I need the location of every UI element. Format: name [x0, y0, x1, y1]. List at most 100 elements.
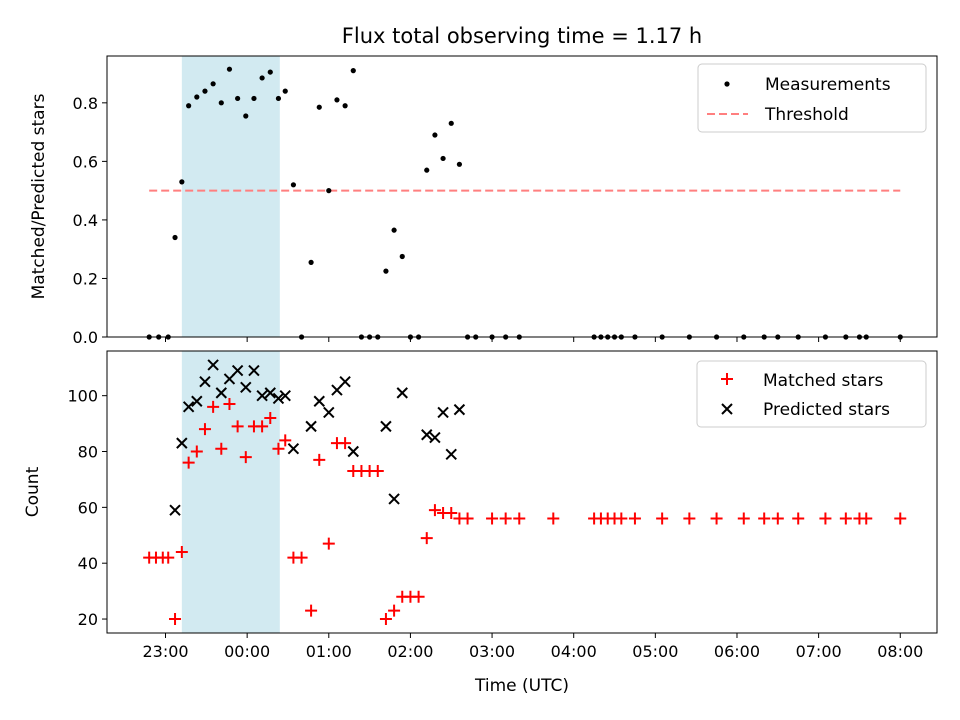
measurement-point	[342, 103, 348, 109]
matched-stars-points	[143, 398, 907, 626]
measurement-point	[179, 179, 185, 185]
matched-star-point	[860, 512, 873, 525]
x-tick-label: 04:00	[551, 642, 597, 661]
matched-star-point	[313, 453, 326, 466]
measurement-point	[290, 182, 297, 188]
y-tick-label: 40	[78, 554, 98, 573]
measurement-point	[210, 81, 216, 87]
predicted-star-point	[437, 406, 449, 419]
y-tick-label: 20	[78, 610, 98, 629]
predicted-stars-points	[169, 359, 466, 516]
measurement-point	[316, 104, 322, 110]
observing-window-highlight	[181, 56, 280, 337]
legend-measurements-label: Measurements	[765, 75, 891, 95]
matched-star-point	[231, 420, 244, 433]
measurement-point	[383, 268, 389, 274]
count-panel: 20 40 60 80 100 23:00 00:00 01:00 02:00 03:00 04:…	[23, 350, 938, 661]
legend-matched-label: Matched stars	[763, 371, 883, 391]
matched-star-point	[486, 512, 499, 525]
x-tick-label: 05:00	[632, 642, 678, 661]
ratio-panel: 0.00.20.40.60.8 Matched/Predicted stars …	[29, 55, 938, 347]
count-x-ticks: 23:00 00:00 01:00 02:00 03:00 04:00 05:00 06:00…	[142, 633, 923, 661]
matched-star-point	[412, 590, 425, 603]
legend-predicted-marker	[721, 403, 733, 415]
predicted-star-point	[182, 401, 195, 413]
measurement-point	[326, 188, 332, 194]
matched-star-point	[182, 456, 195, 469]
matched-star-point	[379, 613, 392, 626]
legend-threshold-label: Threshold	[764, 105, 849, 125]
predicted-star-point	[279, 389, 291, 402]
measurement-point	[432, 132, 438, 138]
measurement-point	[186, 103, 192, 109]
matched-star-point	[445, 506, 458, 519]
x-axis-label: Time (UTC)	[474, 676, 569, 696]
x-tick-label: 23:00	[142, 642, 188, 661]
matched-star-point	[207, 400, 220, 413]
ratio-legend: Measurements Threshold	[697, 63, 927, 133]
y-tick-label: 0.2	[73, 269, 98, 288]
matched-star-point	[894, 512, 907, 525]
matched-star-point	[792, 512, 805, 525]
predicted-star-point	[388, 493, 400, 505]
measurement-point	[440, 155, 446, 162]
measurement-point	[243, 113, 249, 119]
predicted-star-point	[272, 392, 285, 405]
ratio-y-axis-label: Matched/Predicted stars	[29, 93, 49, 299]
ratio-x-ticks	[165, 337, 901, 342]
predicted-star-point	[264, 387, 276, 399]
measurement-point	[259, 75, 265, 81]
chart-title: Flux total observing time = 1.17 h	[342, 24, 702, 48]
x-tick-label: 08:00	[877, 642, 923, 661]
matched-star-point	[305, 604, 318, 617]
measurement-point	[350, 68, 356, 74]
y-tick-label: 0.4	[73, 211, 98, 230]
measurement-point	[308, 259, 314, 265]
y-tick-label: 0.0	[73, 328, 98, 347]
measurement-point	[267, 69, 273, 75]
predicted-star-point	[199, 376, 211, 388]
y-tick-label: 0.8	[73, 94, 98, 113]
predicted-star-point	[421, 429, 433, 441]
measurement-point	[251, 95, 257, 102]
count-y-ticks: 20 40 60 80 100	[67, 387, 107, 629]
ratio-axes-frame	[106, 55, 938, 338]
matched-star-point	[758, 512, 771, 525]
matched-star-point	[371, 465, 384, 478]
y-tick-label: 100	[67, 387, 98, 406]
matched-star-point	[615, 512, 628, 525]
matched-star-point	[322, 537, 335, 550]
matched-star-point	[162, 551, 175, 564]
predicted-star-point	[323, 406, 335, 419]
matched-star-point	[215, 442, 228, 455]
legend-predicted-label: Predicted stars	[763, 400, 890, 420]
predicted-star-point	[248, 364, 260, 377]
predicted-star-point	[347, 445, 359, 458]
measurement-point	[235, 95, 241, 102]
predicted-star-point	[313, 395, 325, 407]
predicted-star-point	[453, 403, 466, 416]
matched-star-point	[819, 512, 832, 525]
predicted-star-point	[445, 448, 457, 461]
predicted-star-point	[191, 395, 203, 407]
matched-star-point	[771, 512, 784, 525]
matched-star-point	[239, 451, 252, 464]
ratio-y-ticks: 0.0 0.2 0.4 0.6 0.8	[73, 94, 107, 347]
predicted-star-point	[176, 437, 188, 449]
matched-star-point	[190, 445, 203, 458]
y-tick-label: 60	[78, 498, 98, 517]
predicted-star-point	[231, 364, 244, 377]
predicted-star-point	[215, 387, 228, 399]
measurement-point	[172, 234, 178, 241]
predicted-star-point	[287, 443, 300, 455]
x-tick-label: 00:00	[224, 642, 270, 661]
matched-star-point	[198, 423, 211, 436]
y-tick-label: 0.6	[73, 152, 98, 171]
measurement-point	[218, 100, 224, 106]
measurement-point	[202, 88, 208, 94]
matched-star-point	[656, 512, 669, 525]
x-tick-label: 01:00	[306, 642, 352, 661]
measurement-point	[282, 88, 288, 94]
measurement-point	[424, 167, 430, 173]
